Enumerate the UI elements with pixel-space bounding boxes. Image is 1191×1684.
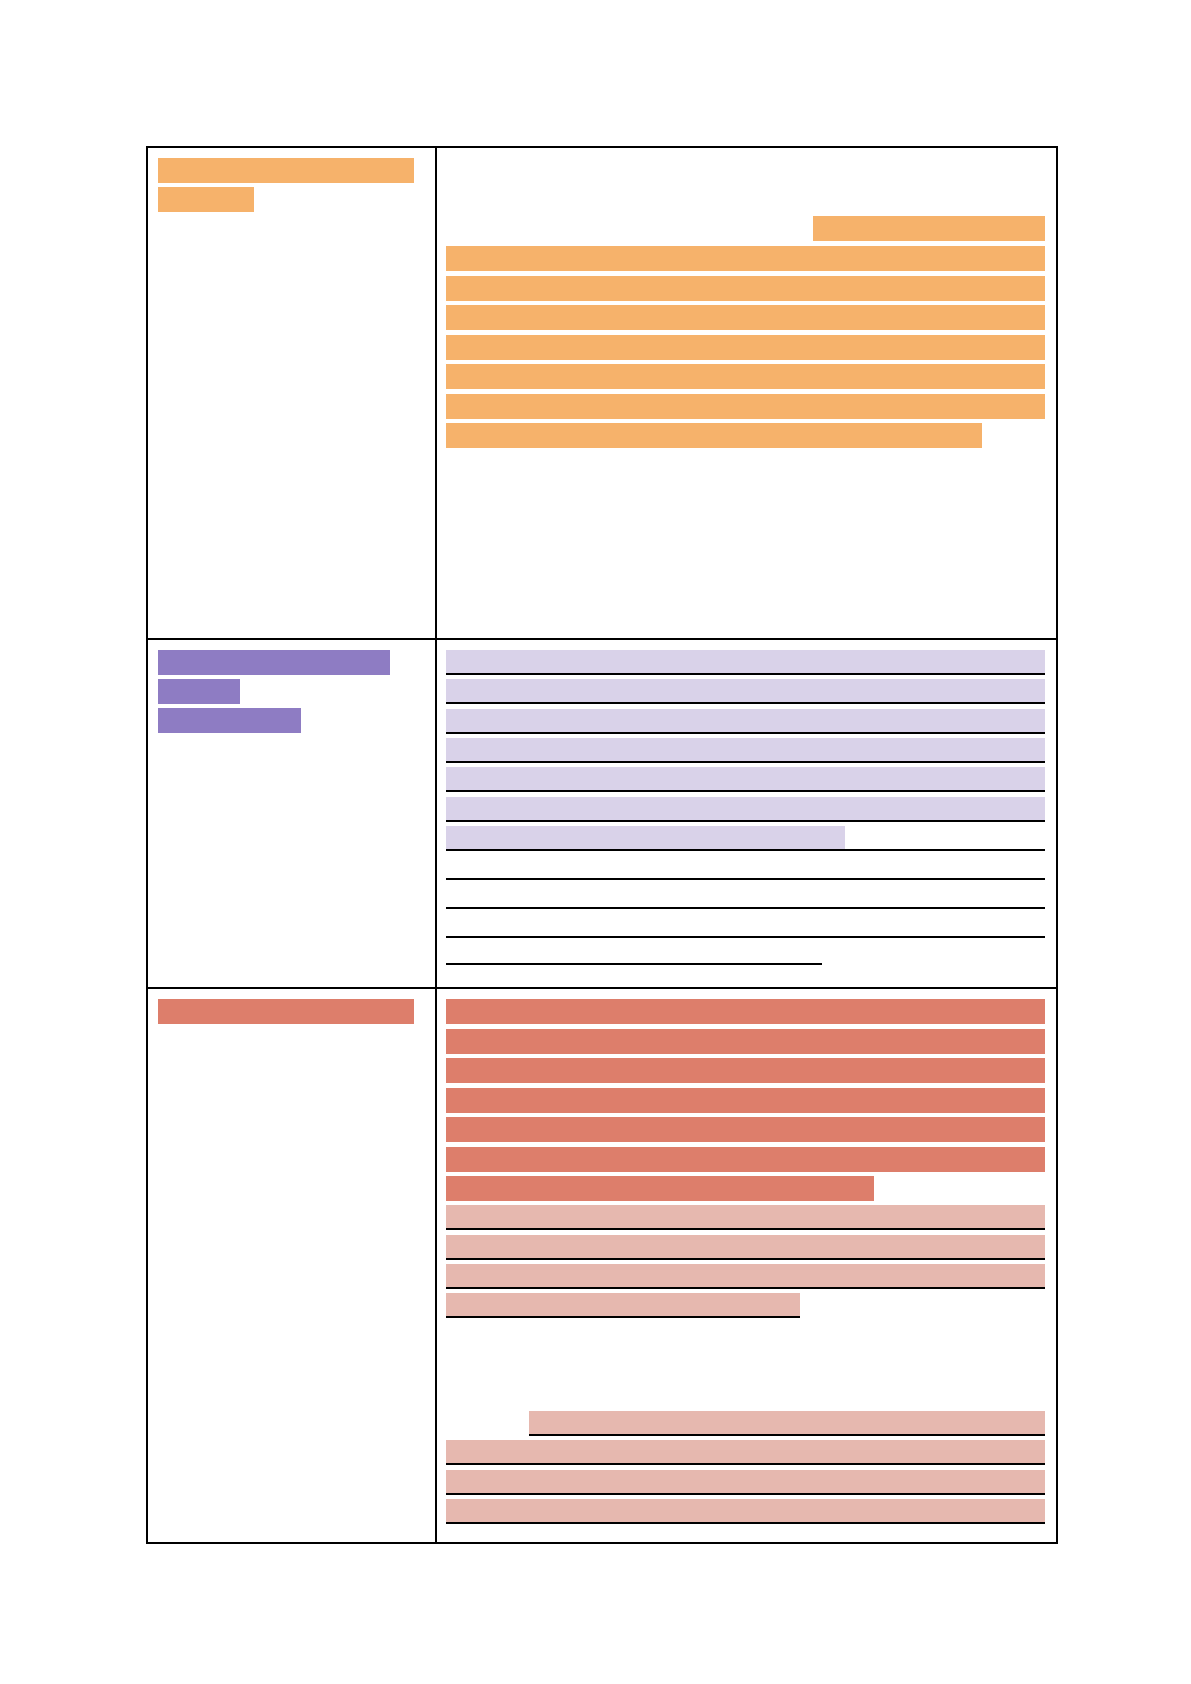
redacted-text-line [446,826,845,851]
redacted-text-line [446,1146,1045,1172]
redacted-text-line [529,1411,1045,1436]
text-underline [446,819,1045,822]
redacted-text-line [446,305,1045,330]
text-underline [446,760,1045,763]
redacted-text-line [446,1293,800,1318]
redacted-label-line [158,679,240,704]
table-row-1 [148,148,1056,640]
table-row-2 [148,640,1056,989]
redacted-text-line [446,393,1045,419]
redacted-label-line [158,187,254,212]
redacted-text-line [446,1440,1045,1465]
redacted-text-line [446,1499,1045,1524]
text-underline [446,790,1045,793]
text-underline [446,1463,1045,1465]
redacted-text-line [446,1087,1045,1113]
redacted-text-line [446,1117,1045,1142]
redacted-text-line [446,1028,1045,1054]
text-underline [446,731,1045,734]
redacted-text-line [446,708,1045,734]
redacted-text-line [446,679,1045,705]
text-underline [446,878,1045,880]
redacted-text-line [446,1234,1045,1260]
text-underline [446,1257,1045,1260]
redacted-text-line [446,1176,874,1201]
text-underline [446,673,1045,675]
redacted-text-line [446,334,1045,360]
redacted-text-line [446,1205,1045,1230]
redacted-text-line [446,1058,1045,1083]
redacted-text-line [446,275,1045,301]
redacted-text-line [446,737,1045,763]
redacted-text-line [446,423,982,448]
text-underline [446,1522,1045,1524]
text-underline [446,1287,1045,1289]
redacted-label-line [158,999,414,1024]
text-underline [529,1434,1045,1436]
text-underline [446,963,822,965]
redacted-text-line [446,650,1045,675]
column-divider [435,148,437,1542]
redacted-text-line [446,767,1045,793]
redacted-text-line [446,246,1045,271]
redacted-text-line [813,216,1045,241]
text-underline [446,849,1045,851]
redacted-text-line [446,1264,1045,1289]
redacted-label-line [158,158,414,183]
text-underline [446,702,1045,705]
text-underline [446,1316,800,1318]
table-row-3 [148,989,1056,1542]
text-underline [446,1228,1045,1230]
redacted-label-line [158,708,301,733]
text-underline [446,907,1045,909]
text-underline [446,936,1045,938]
text-underline [446,1492,1045,1495]
redacted-text-line [446,1469,1045,1495]
redacted-text-line [446,999,1045,1024]
redacted-text-line [446,796,1045,822]
redacted-table [146,146,1058,1544]
redacted-text-line [446,364,1045,389]
redacted-label-line [158,650,390,675]
